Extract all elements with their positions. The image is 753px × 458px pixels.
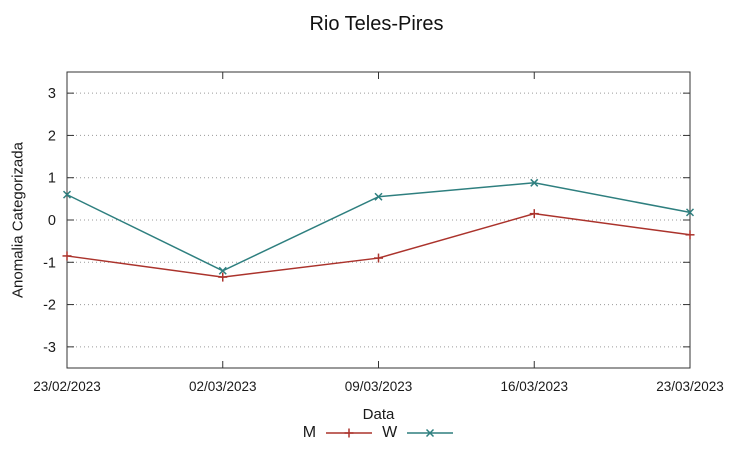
x-axis-label: Data (362, 406, 395, 423)
series-W (62, 178, 695, 275)
svg-text:-3: -3 (43, 340, 56, 356)
svg-text:-1: -1 (43, 255, 56, 271)
svg-text:02/03/2023: 02/03/2023 (189, 379, 257, 394)
svg-text:2: 2 (48, 128, 56, 144)
y-tick-labels: -3 -2 -1 0 1 2 3 (43, 86, 56, 356)
svg-text:23/03/2023: 23/03/2023 (656, 379, 724, 394)
gridlines (68, 92, 689, 348)
legend-label-m: M (302, 424, 317, 441)
x-tick-labels: 23/02/2023 02/03/2023 09/03/2023 16/03/2023… (33, 379, 724, 394)
svg-text:1: 1 (48, 171, 56, 187)
chart-title: Rio Teles-Pires (309, 13, 444, 35)
axis-ticks (66, 72, 691, 368)
svg-text:09/03/2023: 09/03/2023 (345, 379, 413, 394)
legend-line-w (407, 428, 454, 438)
legend-label-w: W (382, 424, 398, 441)
svg-text:-2: -2 (43, 298, 56, 314)
legend: M W (0, 423, 753, 443)
legend-line-m (326, 428, 373, 438)
svg-text:0: 0 (48, 213, 56, 229)
svg-text:16/03/2023: 16/03/2023 (500, 379, 568, 394)
series-M (62, 209, 695, 282)
svg-text:23/02/2023: 23/02/2023 (33, 379, 101, 394)
svg-text:3: 3 (48, 86, 56, 102)
